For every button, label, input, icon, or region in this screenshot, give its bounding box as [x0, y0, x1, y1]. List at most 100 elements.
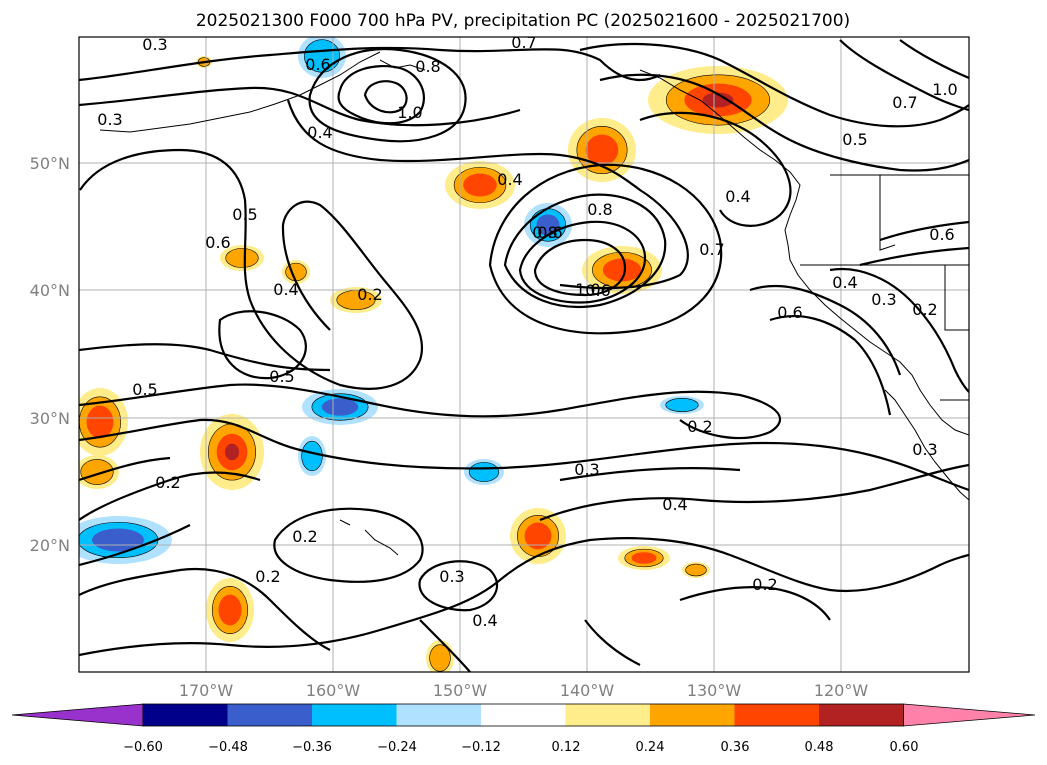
lon-label: 130°W [687, 681, 742, 700]
lon-label: 170°W [179, 681, 234, 700]
longitude-labels: 170°W 160°W 150°W 140°W 130°W 120°W [179, 681, 869, 700]
precip-anomaly-area [321, 398, 359, 416]
contour-label: 0.6 [205, 233, 230, 252]
contour-label: 0.6 [929, 225, 954, 244]
colorbar-segment [312, 704, 397, 726]
precip-anomaly-area [685, 563, 707, 577]
contour-label: 0.3 [912, 440, 937, 459]
colorbar-tick-label: 0.48 [805, 740, 834, 755]
lon-label: 120°W [814, 681, 869, 700]
contour-label: 0.2 [752, 575, 777, 594]
contour-label: 0.4 [832, 273, 857, 292]
contour-label: 0.2 [687, 417, 712, 436]
lat-label: 30°N [30, 409, 70, 428]
contour-label: 0.8 [415, 57, 440, 76]
contour-label: 0.8 [587, 200, 612, 219]
contour-label: 0.2 [357, 285, 382, 304]
lon-label: 160°W [306, 681, 361, 700]
contour-label: 1.0 [932, 80, 957, 99]
contour-label: 0.4 [307, 123, 332, 142]
figure-title: 2025021300 F000 700 hPa PV, precipitatio… [196, 11, 850, 31]
precip-anomaly-area [224, 443, 240, 461]
colorbar-tick-label: 0.12 [552, 740, 581, 755]
precip-anomaly-area [631, 552, 657, 564]
colorbar [11, 703, 1036, 727]
map-frame [78, 36, 970, 673]
contour-label: 0.3 [871, 290, 896, 309]
colorbar-min-extend [11, 703, 144, 727]
contour-label: 0.4 [497, 170, 522, 189]
contour-label: 0.4 [472, 611, 497, 630]
precip-anomaly-area [86, 405, 114, 439]
colorbar-segment [565, 704, 651, 726]
precip-anomaly-area [218, 594, 242, 626]
colorbar-segment [481, 704, 566, 726]
colorbar-tick-label: −0.48 [208, 740, 248, 755]
contour-label: 0.7 [892, 93, 917, 112]
precip-anomaly-area [665, 398, 699, 412]
colorbar-tick-label: −0.36 [292, 740, 332, 755]
contour-label: 0.4 [662, 495, 687, 514]
colorbar-tick-label: 0.60 [890, 740, 919, 755]
colorbar-segment [819, 704, 904, 726]
colorbar-segment [650, 704, 735, 726]
contour-label: 0.3 [142, 35, 167, 54]
precip-anomaly-area [225, 248, 259, 268]
colorbar-tick-label: −0.12 [461, 740, 501, 755]
contour-label: 0.6 [305, 55, 330, 74]
colorbar-tick-label: −0.24 [377, 740, 417, 755]
colorbar-tick-label: 0.36 [721, 740, 750, 755]
precip-anomaly-area [468, 462, 500, 482]
latitude-labels: 50°N 40°N 30°N 20°N [30, 154, 70, 555]
precip-anomaly-area [301, 440, 323, 472]
colorbar-segment [396, 704, 482, 726]
colorbar-tick-labels: −0.60 −0.48 −0.36 −0.24 −0.12 0.12 0.24 … [123, 740, 918, 755]
contour-label: 1.0 [575, 280, 600, 299]
precip-anomaly-area [92, 528, 144, 552]
lat-label: 40°N [30, 281, 70, 300]
contour-label: 0.2 [912, 300, 937, 319]
contour-label: 0.6 [585, 281, 610, 300]
contour-label: 0.5 [269, 367, 294, 386]
contour-label: 0.4 [725, 187, 750, 206]
precip-anomaly-area [585, 134, 619, 166]
map-panel: 0.3 0.70.6 0.81.00.30.40.40.81.00.70.50.50… [78, 33, 970, 673]
precip-anomaly-area [702, 92, 734, 108]
contour-label: 0.2 [255, 567, 280, 586]
contour-label: 0.7 [699, 240, 724, 259]
contour-label: 0.6 [777, 303, 802, 322]
colorbar-segment [143, 704, 228, 726]
map-background [79, 37, 969, 672]
precipitation-shading [79, 37, 788, 672]
lon-label: 140°W [560, 681, 615, 700]
contour-label: 1.0 [397, 103, 422, 122]
coastlines [99, 51, 969, 556]
pv-contours [79, 39, 969, 672]
contour-labels: 0.3 0.70.6 0.81.00.30.40.40.81.00.70.50.50… [97, 33, 957, 630]
lat-label: 20°N [30, 536, 70, 555]
precip-anomaly-area [536, 214, 560, 236]
contour-label: 0.3 [574, 460, 599, 479]
precip-anomaly-area [524, 522, 552, 550]
contour-label: 0.5 [232, 205, 257, 224]
colorbar-frame [142, 703, 904, 727]
contour-label: 0.7 [511, 33, 536, 52]
colorbar-tick-label: 0.24 [636, 740, 665, 755]
contour-label: 0.3 [439, 567, 464, 586]
contour-label: 0.2 [292, 527, 317, 546]
contour-label: 0.4 [273, 280, 298, 299]
contour-label: 0.5 [132, 380, 157, 399]
contour-label: 0.2 [155, 473, 180, 492]
lat-label: 50°N [30, 154, 70, 173]
precip-anomaly-area [429, 644, 451, 672]
lon-label: 150°W [433, 681, 488, 700]
contour-label: 0.5 [842, 130, 867, 149]
precip-anomaly-area [463, 173, 497, 197]
colorbar-tick-label: −0.60 [123, 740, 163, 755]
precip-anomaly-area [80, 459, 114, 485]
contour-label: 0.3 [97, 110, 122, 129]
precip-anomaly-area [602, 258, 642, 282]
contour-label: 0.6 [537, 223, 562, 242]
colorbar-segment [227, 704, 313, 726]
